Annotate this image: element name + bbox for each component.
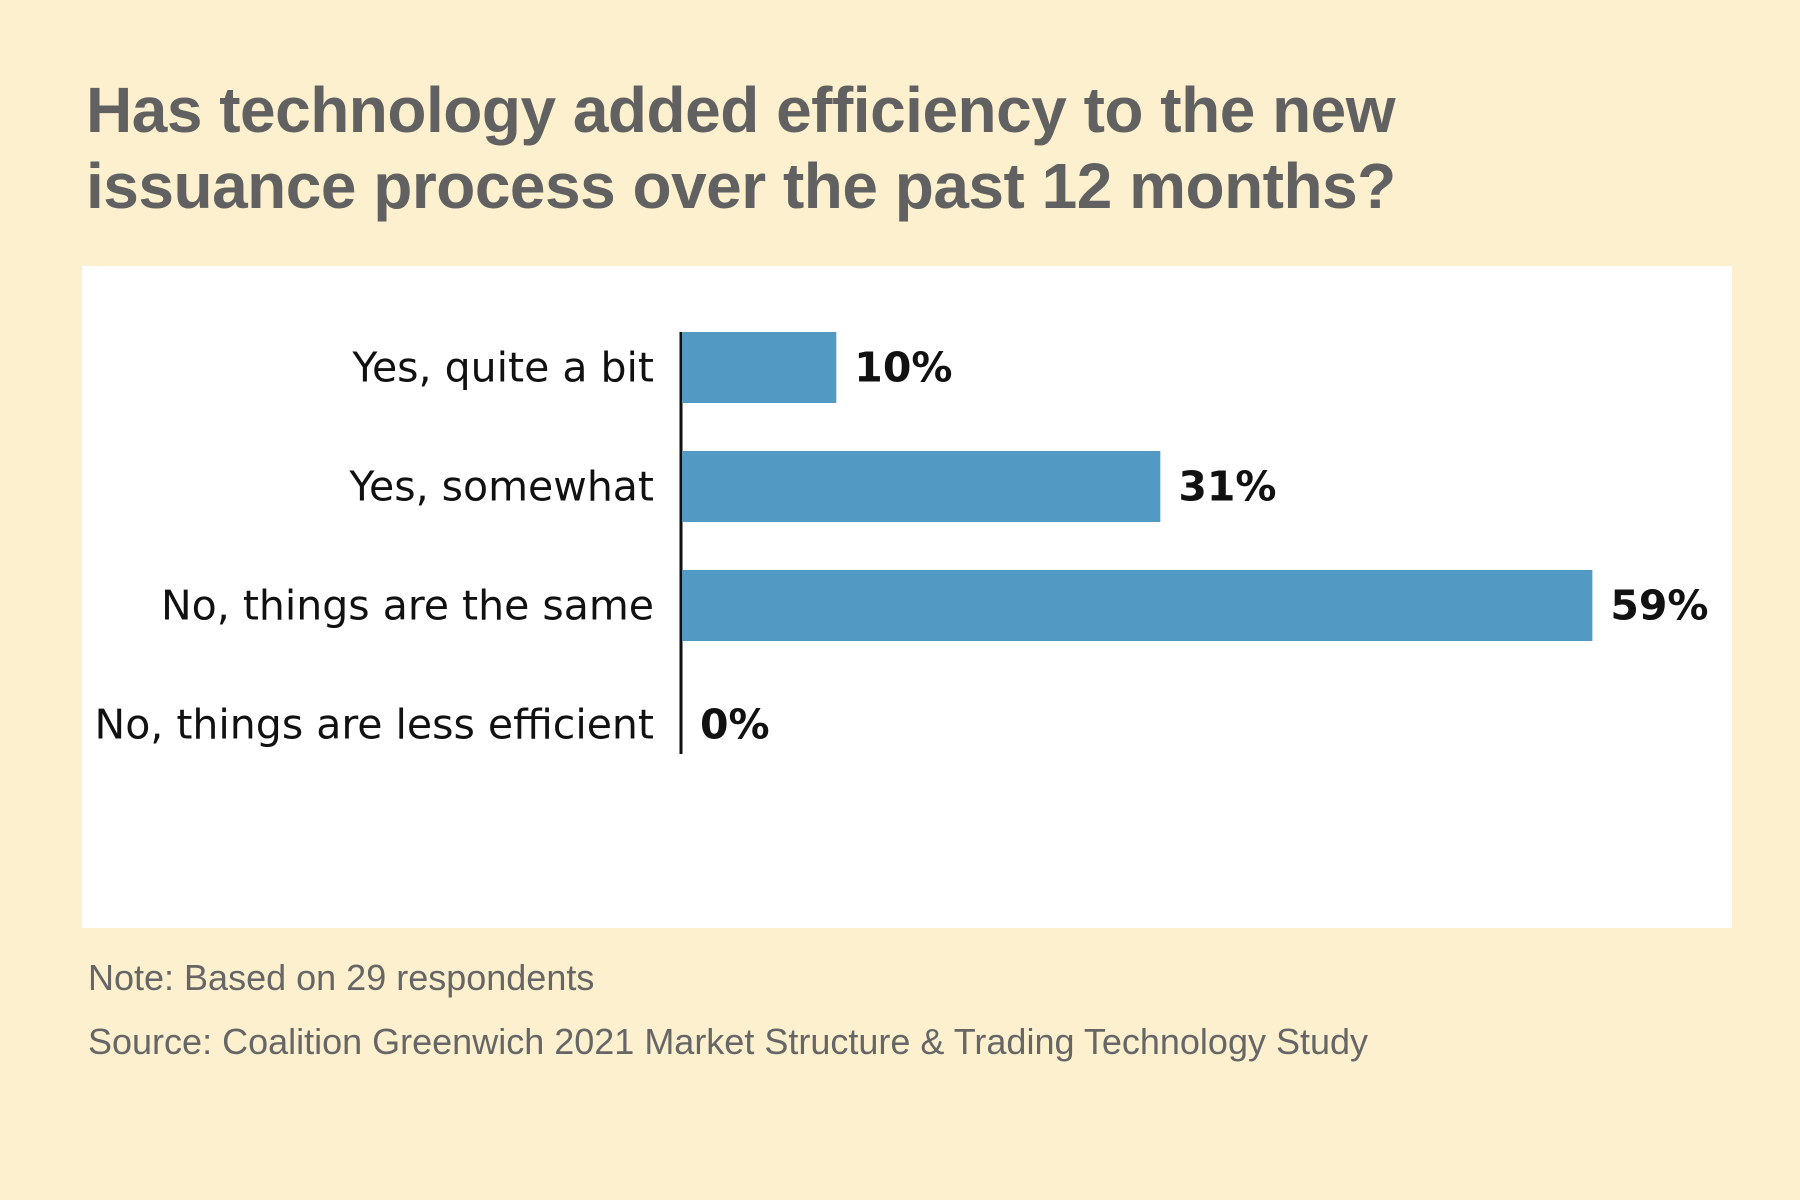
- chart-source: Source: Coalition Greenwich 2021 Market …: [88, 1021, 1369, 1062]
- chart-title: Has technology added efficiency to the n…: [86, 74, 1396, 222]
- value-labels-group: 10% 31% 59% 0%: [700, 344, 1709, 749]
- chart-panel: Yes, quite a bit Yes, somewhat No, things …: [82, 266, 1732, 928]
- bar-0: [682, 332, 837, 403]
- category-labels-group: Yes, quite a bit Yes, somewhat No, things …: [95, 344, 654, 749]
- category-label: No, things are the same: [161, 582, 654, 630]
- bar-1: [682, 451, 1161, 522]
- value-label: 0%: [700, 701, 770, 749]
- value-label: 31%: [1178, 463, 1276, 511]
- chart-note: Note: Based on 29 respondents: [88, 957, 595, 998]
- category-label: No, things are less efficient: [95, 701, 654, 749]
- bar-chart: Yes, quite a bit Yes, somewhat No, things …: [95, 332, 1709, 754]
- value-label: 59%: [1610, 582, 1708, 630]
- bars-group: [682, 332, 1593, 641]
- bar-2: [682, 570, 1593, 641]
- value-label: 10%: [854, 344, 952, 392]
- category-label: Yes, quite a bit: [351, 344, 654, 392]
- category-label: Yes, somewhat: [348, 463, 654, 511]
